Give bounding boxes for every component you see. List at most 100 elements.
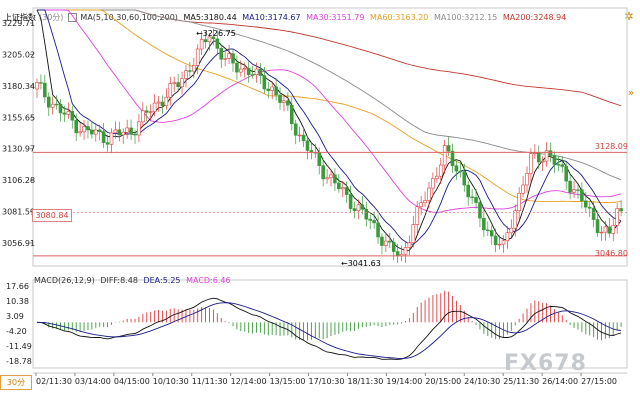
candle-body [317,152,322,166]
candle-body [105,142,110,145]
period-selector-button[interactable]: 30分 [0,375,32,390]
candle-body [587,206,592,209]
candle-body [258,68,263,76]
candle-body [152,102,157,112]
candle-body [137,121,141,136]
candle-body [388,240,392,243]
candle-body [513,210,518,229]
macd-axis-label: -4.20 [6,327,27,336]
date-axis-label: 20/15:00 [425,377,461,386]
price-axis-label: 3229.71 [2,19,35,28]
candle-body [446,145,451,152]
candle-body [133,133,137,136]
candle-body [442,145,447,166]
ma-param-label[interactable]: MA(5,10,30,60,100,200) [80,13,178,22]
candle-body [325,177,329,180]
candle-body [270,86,274,91]
candle-body [35,82,39,90]
candle-body [360,204,365,210]
date-axis-label: 13/15:00 [270,377,306,386]
candle-body [297,134,302,137]
candle-body [380,236,384,246]
candle-body [62,112,67,115]
candle-body [172,82,176,84]
candle-body [46,96,51,108]
candle-body [415,206,420,225]
candle-body [176,82,180,88]
candle-body [478,202,482,219]
ma60-value: MA60:3163.20 [370,13,429,22]
low-value: 3041.63 [347,259,381,268]
candle-body [242,67,247,70]
gear-icon[interactable]: ✲ [624,10,634,23]
candle-body [293,123,298,136]
candle-body [168,83,173,98]
candle-body [540,160,545,163]
macd-name[interactable]: MACD(26,12,9) [34,276,95,285]
candle-body [86,126,90,131]
candle-body [497,243,502,246]
date-axis-label: 24/10:30 [464,377,500,386]
ma100-value: MA100:3212.15 [433,13,498,22]
ma5-line [36,9,622,251]
candle-body [427,187,431,201]
candle-body [180,78,184,88]
candle-body [333,174,337,184]
candle-body [246,67,251,75]
high-annotation: ←3226.75 [196,29,236,38]
ma-toggle-checkbox[interactable] [68,13,78,22]
ma200-value: MA200:3248.94 [502,13,567,22]
candle-body [423,200,427,204]
candle-body [97,129,102,132]
date-axis-label: 26/14:00 [542,377,578,386]
candle-body [607,226,612,234]
macd-macd-value: MACD:6.46 [186,276,231,285]
macd-axis-label: 3.09 [6,312,24,321]
candle-body [156,101,161,104]
candle-body [584,200,588,208]
ma200-line [37,9,622,107]
candle-body [344,187,349,195]
candle-body [148,111,153,113]
candle-body [337,182,341,190]
candle-body [435,175,439,179]
candle-body [611,224,616,234]
ma100-line [37,9,622,181]
candle-body [568,180,572,193]
candle-body [509,227,514,234]
chevron-right-icon[interactable]: » [627,86,635,99]
candle-body [164,97,169,107]
date-axis-label: 10/10:30 [153,377,189,386]
candle-body [391,241,396,252]
candle-body [376,222,380,238]
date-axis-label: 27/15:00 [581,377,617,386]
candle-body [368,218,372,221]
candle-body [125,127,129,133]
candle-body [419,202,423,208]
candle-body [94,129,98,135]
ma-legend: 上证指数 (30分) MA(5,10,30,60,100,200) MA5:3180… [4,12,620,24]
candle-body [603,226,608,233]
candle-body [66,111,71,115]
candle-body [50,103,55,108]
candle-body [595,219,600,233]
candle-body [290,104,294,125]
ma10-value: MA10:3174.67 [242,13,301,22]
candle-body [411,224,416,243]
candle-body [572,189,576,193]
price-axis-label: 3106.28 [2,176,35,185]
candle-body [121,131,126,136]
candle-body [450,150,455,167]
ma60-line [37,9,622,204]
candle-body [54,103,59,106]
candle-body [109,132,114,145]
candle-body [235,62,239,73]
candle-body [489,230,494,237]
candle-body [544,150,549,162]
macd-axis-label: 10.38 [6,297,29,306]
candle-body [113,129,118,134]
candle-body [548,150,553,156]
candle-body [340,187,345,190]
candle-body [364,209,369,220]
